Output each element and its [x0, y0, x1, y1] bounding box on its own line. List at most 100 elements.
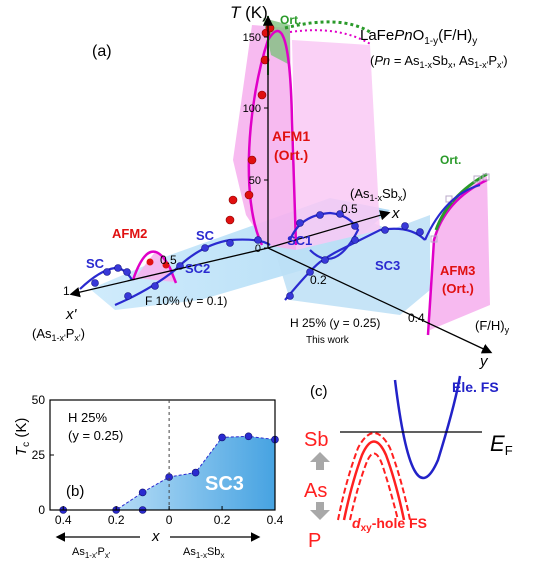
annotation-y: (y = 0.25)	[68, 428, 123, 443]
afm1-point	[257, 90, 267, 100]
y-ticks: 0 25 50	[32, 393, 54, 517]
sc-point	[296, 219, 304, 227]
y-axis-label: Tc (K)	[13, 418, 32, 456]
sc-point	[306, 268, 314, 276]
sc-point	[416, 228, 424, 236]
t-tick-label: 150	[243, 32, 261, 44]
y-axis-sublabel: (F/H)y	[475, 318, 510, 335]
afm1-label-ort: (Ort.)	[274, 147, 308, 163]
afm3-label: AFM3	[440, 263, 475, 278]
ort-right-blue	[423, 183, 481, 241]
x-axis-sublabel: (As1-xSbx)	[350, 186, 407, 203]
right-axis-label: As1-xSbx	[183, 546, 224, 560]
x-tick-label: 0.5	[341, 202, 358, 216]
afm3-point	[430, 235, 438, 243]
afm1-points	[225, 23, 275, 225]
title-substitution: (Pn = As1-xSbx, As1-x'Px')	[370, 53, 508, 70]
sc2-label: SC2	[185, 261, 210, 276]
tc-point	[218, 433, 226, 442]
x-tick-label: 0.4	[267, 513, 284, 527]
afm1-point	[244, 190, 254, 200]
sc3-area	[63, 436, 276, 510]
sc-point	[316, 211, 324, 219]
element-sb: Sb	[304, 429, 328, 451]
panel-b: 0.4 0.2 0 0.2 0.4 0 25 50 Tc (K) H 25% (y = 0.…	[13, 393, 284, 560]
y-tick-label: 0	[38, 503, 45, 517]
tc-points	[59, 432, 279, 514]
y-axis-label: y	[479, 353, 489, 370]
t-tick-labels: 0 50 100 150	[243, 32, 261, 255]
afm2-boundary	[131, 250, 178, 284]
this-work-label: This work	[306, 335, 350, 346]
y-tick-label: 50	[32, 393, 46, 407]
afm1-point	[265, 23, 275, 33]
fermi-level-label: EF	[490, 431, 513, 458]
afm1-back-region	[292, 40, 380, 250]
afm1-point	[228, 195, 238, 205]
x-ticks: 0.4 0.2 0 0.2 0.4	[55, 506, 284, 527]
ort-top-dotted	[284, 20, 371, 34]
sc-point	[336, 210, 344, 218]
afm3-point	[482, 173, 490, 181]
hole-band-mid	[342, 440, 406, 521]
sc-left-label: SC	[86, 256, 105, 271]
axis-t-label: T (K)	[230, 3, 268, 22]
sc-point	[124, 292, 132, 300]
sc1-label: SC1	[287, 233, 312, 248]
sc3-label: SC3	[205, 473, 244, 495]
xprime-tick-label: 0.5	[160, 253, 177, 267]
electron-fs-band	[393, 375, 462, 480]
series-label-h25: H 25% (y = 0.25)	[290, 316, 380, 330]
t-tick-label: 50	[249, 175, 261, 187]
panel-a-label: (a)	[92, 43, 112, 60]
y-tick-label: 0.2	[310, 273, 327, 287]
ort-right-label: Ort.	[440, 153, 461, 167]
left-axis-label: As1-x'Px'	[72, 546, 111, 560]
sc-point	[226, 239, 234, 247]
sc-point	[254, 236, 262, 244]
sc-point	[123, 268, 131, 276]
xprime-axis-sublabel: (As1-x'Px')	[32, 326, 85, 343]
afm1-point	[225, 215, 235, 225]
tc-point	[191, 468, 200, 477]
afm1-back-dotted	[289, 29, 373, 46]
t-ticks	[264, 36, 268, 249]
sc-point	[401, 222, 409, 230]
sc-point	[103, 268, 111, 276]
afm2-point	[162, 261, 170, 269]
x-tick-label: 0.2	[108, 513, 125, 527]
t-tick-label: 100	[243, 103, 261, 115]
tc-point	[244, 432, 253, 441]
electron-fs-label: Ele. FS	[452, 379, 499, 395]
x-tick-label: 0	[166, 513, 173, 527]
afm1-point	[247, 155, 257, 165]
tc-point	[138, 488, 147, 497]
panel-a: 0 50 100 150 T (K) (a) LaFePnO1-y(F/H)y …	[32, 3, 510, 370]
hole-fs-label: dxy-hole FS	[352, 515, 427, 534]
sc-point	[351, 236, 359, 244]
afm1-label: AFM1	[272, 128, 310, 144]
afm3-label-ort: (Ort.)	[442, 281, 474, 296]
axis-xprime	[69, 247, 269, 298]
panel-c: (c) Ele. FS EF dxy-hole FS Sb As P	[304, 375, 513, 552]
sc-point	[321, 256, 329, 264]
series-label-f10: F 10% (y = 0.1)	[145, 294, 227, 308]
x-tick-label: 0.2	[214, 513, 231, 527]
hole-band-inner	[349, 452, 399, 521]
down-arrow	[310, 502, 330, 520]
sc-point	[381, 226, 389, 234]
sc3-label: SC3	[375, 258, 400, 273]
sc-point	[201, 244, 209, 252]
ort-top-label: Ort.	[280, 13, 301, 27]
sc-point	[91, 279, 99, 287]
element-as: As	[304, 480, 327, 502]
axis-x	[267, 210, 391, 249]
hole-band-outer	[337, 432, 411, 521]
afm1-point	[260, 55, 270, 65]
sc1-curve	[288, 211, 360, 260]
sc-curves	[79, 183, 481, 307]
sc-point	[114, 264, 122, 272]
title-compound: LaFePnO1-y(F/H)y	[360, 27, 477, 47]
sc-point	[286, 292, 294, 300]
